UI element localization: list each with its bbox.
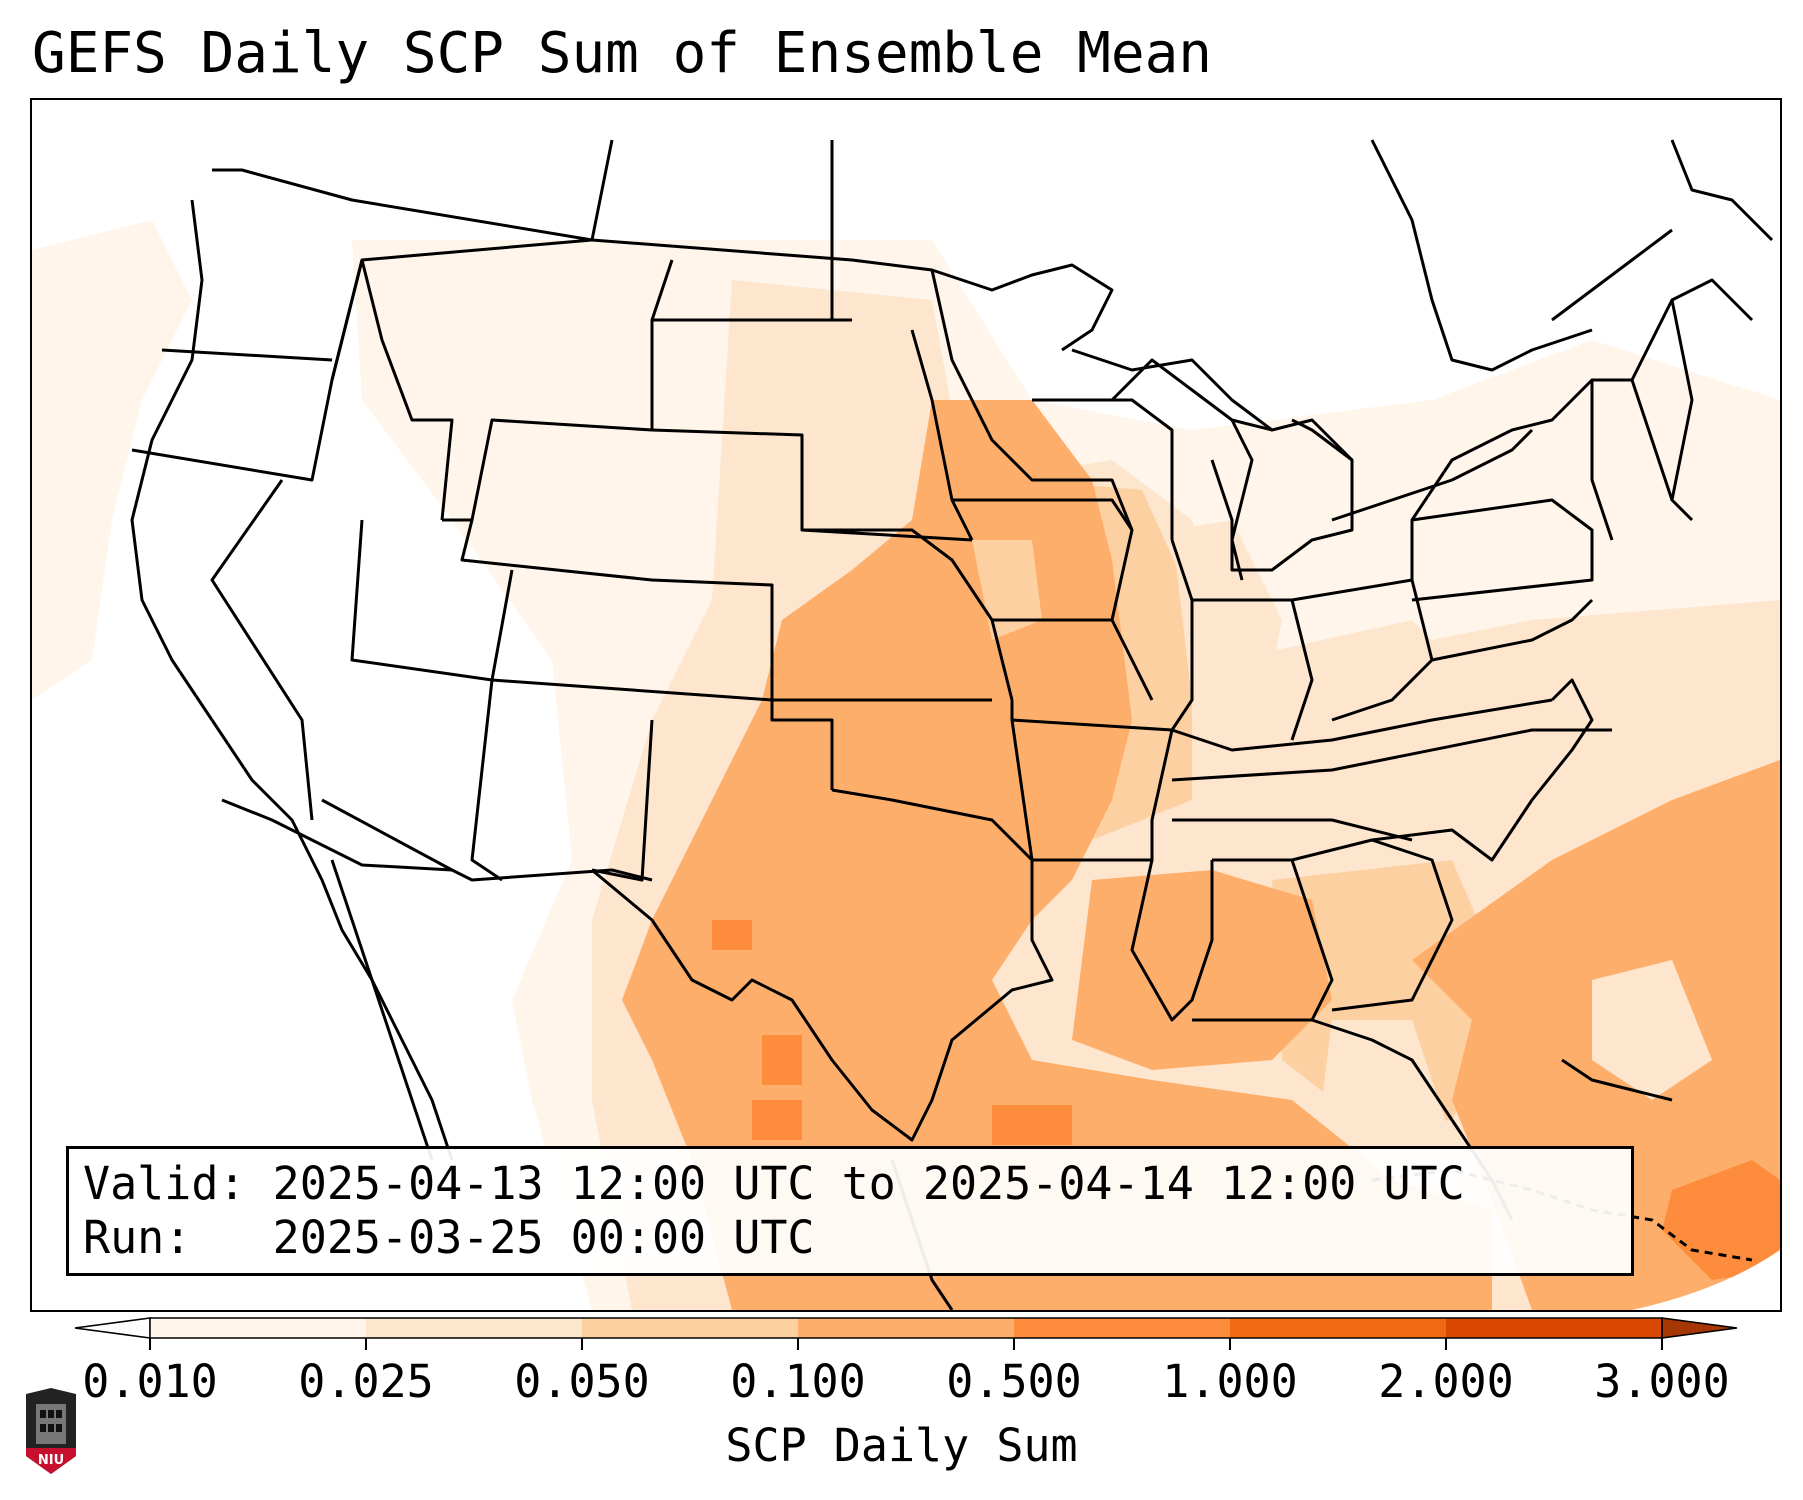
colorbar-segment — [150, 1318, 366, 1338]
map-title: GEFS Daily SCP Sum of Ensemble Mean — [32, 21, 1213, 86]
colorbar-label: SCP Daily Sum — [725, 1419, 1078, 1472]
logo-text: NIU — [38, 1453, 64, 1468]
colorbar-segment — [1014, 1318, 1230, 1338]
colorbar-tick-label: 0.100 — [730, 1355, 866, 1408]
map-panel[interactable] — [30, 98, 1782, 1312]
colorbar-segment — [366, 1318, 582, 1338]
valid-run-info-box: Valid: 2025-04-13 12:00 UTC to 2025-04-1… — [66, 1146, 1634, 1276]
colorbar-tick-label: 0.050 — [514, 1355, 650, 1408]
map-svg — [32, 139, 1780, 1310]
valid-value: 2025-04-13 12:00 UTC to 2025-04-14 12:00… — [272, 1157, 1465, 1210]
niu-logo-icon: NIU — [26, 1388, 76, 1474]
colorbar-tick-label: 0.025 — [298, 1355, 434, 1408]
state-borders — [130, 139, 1774, 1310]
colorbar-frame — [149, 1317, 1663, 1339]
colorbar-segment — [582, 1318, 798, 1338]
colorbar-tick-label: 1.000 — [1162, 1355, 1298, 1408]
colorbar-tick-label: 3.000 — [1594, 1355, 1730, 1408]
colorbar-under-extend — [74, 1317, 151, 1339]
colorbar-tick-label: 0.500 — [946, 1355, 1082, 1408]
valid-label: Valid: — [83, 1157, 246, 1210]
run-value: 2025-03-25 00:00 UTC — [272, 1211, 815, 1264]
colorbar-segment — [798, 1318, 1014, 1338]
run-label: Run: — [83, 1211, 192, 1264]
colorbar-tick-label: 0.010 — [82, 1355, 218, 1408]
colorbar-tick-label: 2.000 — [1378, 1355, 1514, 1408]
colorbar — [74, 1317, 1738, 1350]
colorbar-segment — [1230, 1318, 1446, 1338]
colorbar-segment — [1446, 1318, 1662, 1338]
colorbar-over-extend — [1661, 1317, 1738, 1339]
